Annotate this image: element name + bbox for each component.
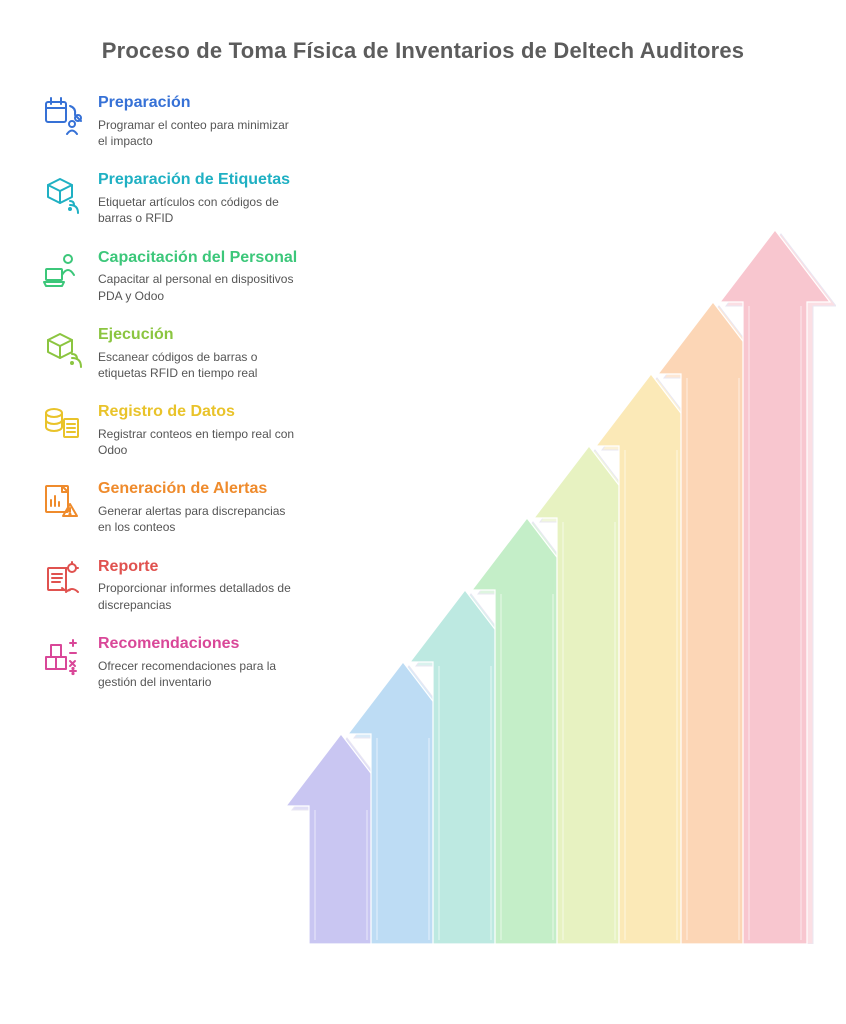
step-4: Ejecución Escanear códigos de barras o e… <box>40 326 300 381</box>
db-doc-icon <box>40 403 84 447</box>
step-desc: Proporcionar informes detallados de disc… <box>98 580 300 612</box>
steps-list: Preparación Programar el conteo para min… <box>40 94 300 712</box>
step-text: Preparación Programar el conteo para min… <box>98 94 300 149</box>
step-2: Preparación de Etiquetas Etiquetar artíc… <box>40 171 300 226</box>
step-desc: Ofrecer recomendaciones para la gestión … <box>98 658 300 690</box>
report-hand-icon <box>40 558 84 602</box>
person-laptop-icon <box>40 249 84 293</box>
step-desc: Registrar conteos en tiempo real con Odo… <box>98 426 300 458</box>
step-desc: Escanear códigos de barras o etiquetas R… <box>98 349 300 381</box>
step-text: Reporte Proporcionar informes detallados… <box>98 558 300 613</box>
step-title: Generación de Alertas <box>98 480 300 499</box>
step-6: Generación de Alertas Generar alertas pa… <box>40 480 300 535</box>
step-desc: Capacitar al personal en dispositivos PD… <box>98 271 300 303</box>
step-5: Registro de Datos Registrar conteos en t… <box>40 403 300 458</box>
calc-boxes-icon <box>40 635 84 679</box>
step-desc: Etiquetar artículos con códigos de barra… <box>98 194 300 226</box>
step-text: Preparación de Etiquetas Etiquetar artíc… <box>98 171 300 226</box>
step-text: Ejecución Escanear códigos de barras o e… <box>98 326 300 381</box>
step-1: Preparación Programar el conteo para min… <box>40 94 300 149</box>
step-title: Capacitación del Personal <box>98 249 300 268</box>
box-signal-icon <box>40 326 84 370</box>
step-7: Reporte Proporcionar informes detallados… <box>40 558 300 613</box>
step-title: Ejecución <box>98 326 300 345</box>
calendar-user-icon <box>40 94 84 138</box>
step-text: Generación de Alertas Generar alertas pa… <box>98 480 300 535</box>
step-3: Capacitación del Personal Capacitar al p… <box>40 249 300 304</box>
step-desc: Generar alertas para discrepancias en lo… <box>98 503 300 535</box>
step-text: Registro de Datos Registrar conteos en t… <box>98 403 300 458</box>
step-8: Recomendaciones Ofrecer recomendaciones … <box>40 635 300 690</box>
step-title: Preparación <box>98 94 300 113</box>
step-title: Reporte <box>98 558 300 577</box>
step-title: Preparación de Etiquetas <box>98 171 300 190</box>
box-scan-icon <box>40 171 84 215</box>
alert-chart-icon <box>40 480 84 524</box>
step-desc: Programar el conteo para minimizar el im… <box>98 117 300 149</box>
step-text: Capacitación del Personal Capacitar al p… <box>98 249 300 304</box>
step-title: Registro de Datos <box>98 403 300 422</box>
step-title: Recomendaciones <box>98 635 300 654</box>
arrows-graphic <box>276 184 836 944</box>
page-title: Proceso de Toma Física de Inventarios de… <box>0 0 846 74</box>
content-area: Preparación Programar el conteo para min… <box>0 74 846 974</box>
step-text: Recomendaciones Ofrecer recomendaciones … <box>98 635 300 690</box>
